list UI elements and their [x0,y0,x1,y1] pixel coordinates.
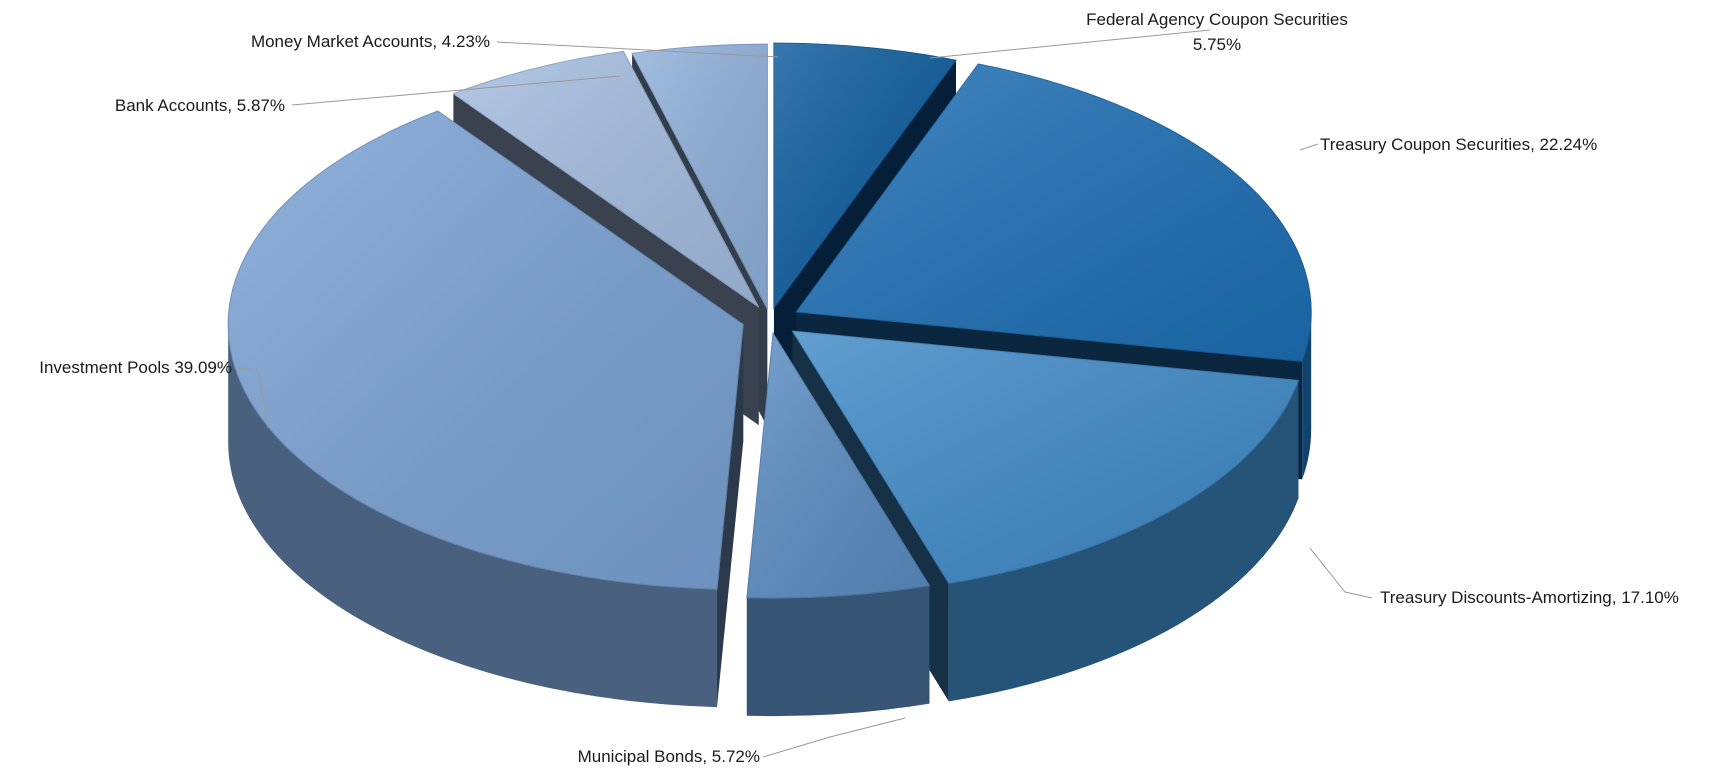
slice-data-label: Bank Accounts, 5.87% [115,96,285,115]
slice-rim [746,585,930,717]
slice-rim [948,380,1299,702]
slice-sheen [746,333,930,599]
pie-slice [746,331,931,717]
leader-line [762,717,906,758]
slice-data-label: 5.75% [1193,35,1241,54]
slice-data-label: Municipal Bonds, 5.72% [578,747,760,766]
slice-rim [1302,311,1312,480]
pie-slices [227,42,1312,717]
slice-data-label: Investment Pools 39.09% [39,358,232,377]
slice-sheen [773,43,956,309]
slice-sheen [792,330,1299,584]
leader-line [929,29,1211,59]
leader-line [237,367,269,429]
slice-data-label: Treasury Discounts-Amortizing, 17.10% [1380,588,1679,607]
leader-line [496,41,779,58]
slice-sheen [632,44,768,310]
slice-rim [228,324,717,708]
leader-lines [237,29,1373,758]
slice-sheen [796,64,1312,362]
pie-slice [227,110,744,708]
slice-data-label: Money Market Accounts, 4.23% [251,32,490,51]
slice-sheen [453,51,759,308]
slice-sheen [228,111,744,590]
leader-line [1299,143,1319,151]
slice-data-label: Treasury Coupon Securities, 22.24% [1320,135,1597,154]
leader-line [1309,547,1373,599]
slice-data-label: Federal Agency Coupon Securities [1086,10,1348,29]
leader-line [291,75,621,106]
pie-slice [791,330,1300,702]
pie-labels: Federal Agency Coupon Securities 5.75% Tre… [39,10,1679,766]
